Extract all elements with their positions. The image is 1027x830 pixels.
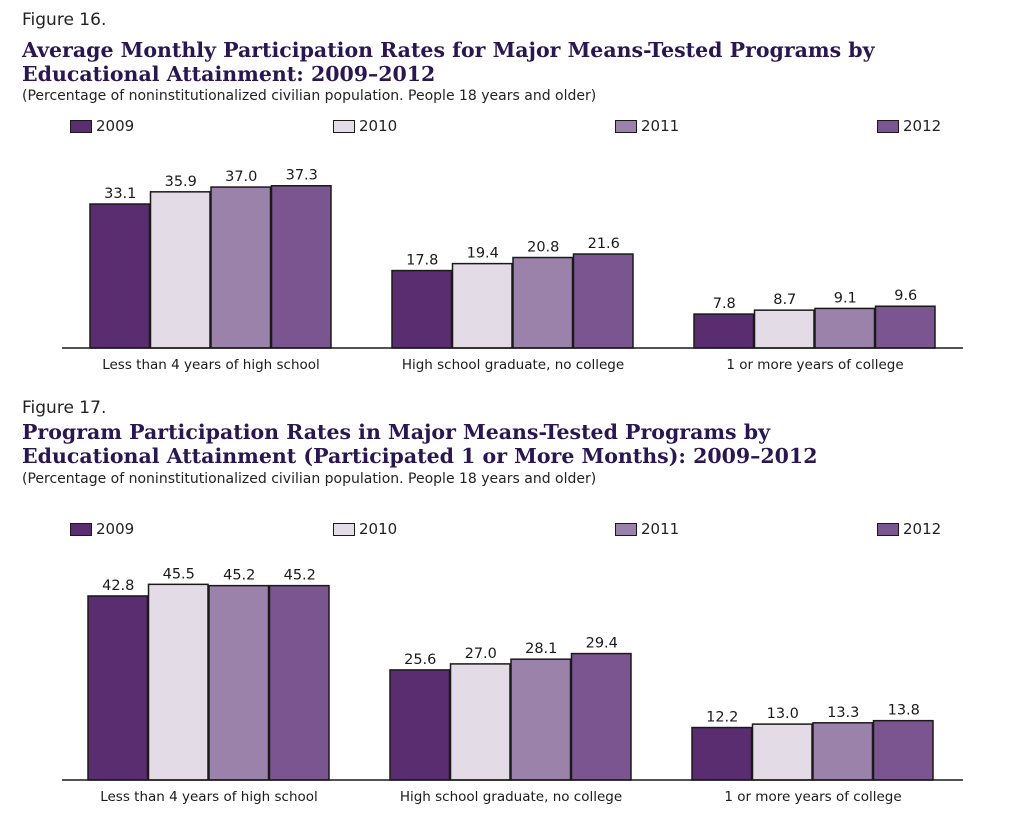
legend-swatch-2012 [877,522,899,536]
data-label: 45.2 [284,568,316,584]
bar-2009-0 [89,203,151,349]
chart-subtitle: (Percentage of noninstitutionalized civi… [22,471,597,487]
bar-2011-0 [210,186,272,349]
legend-swatch-2010 [333,522,355,536]
chart-subtitle: (Percentage of noninstitutionalized civi… [22,88,597,104]
bar-2010-2 [753,309,815,349]
data-label: 45.5 [163,566,195,582]
figure-16: Figure 16. Average Monthly Participation… [0,0,1027,400]
data-label: 12.2 [706,710,738,726]
data-label: 29.4 [586,636,618,652]
data-label: 25.6 [404,652,436,668]
data-label: 21.6 [588,236,620,252]
legend-item-2012: 2012 [877,520,941,538]
bar-2010-1 [449,663,511,781]
category-label: High school graduate, no college [400,789,622,805]
bar-2011-1 [512,256,574,349]
bar-2009-1 [391,269,453,349]
data-label: 37.0 [225,169,257,185]
data-label: 35.9 [165,174,197,190]
data-label: 45.2 [223,568,255,584]
category-label: 1 or more years of college [724,789,901,805]
legend-item-2010: 2010 [333,117,397,135]
legend-swatch-2011 [615,522,637,536]
legend-swatch-2011 [615,119,637,133]
data-label: 33.1 [104,186,136,202]
legend-label: 2011 [641,520,680,538]
legend-item-2009: 2009 [70,117,134,135]
figure-label: Figure 16. [22,10,107,30]
bar-2011-2 [812,722,874,781]
legend-label: 2012 [903,117,942,135]
chart-title: Average Monthly Participation Rates for … [22,38,875,86]
chart-title: Program Participation Rates in Major Mea… [22,420,818,468]
bar-2012-0 [268,584,330,781]
bar-2012-1 [572,253,634,349]
bar-2010-2 [751,723,813,781]
data-label: 7.8 [713,296,736,312]
bar-2009-1 [389,669,451,781]
legend-label: 2010 [359,117,398,135]
legend-swatch-2009 [70,119,92,133]
legend-item-2011: 2011 [615,117,679,135]
legend-item-2009: 2009 [70,520,134,538]
data-label: 37.3 [286,168,318,184]
legend-item-2011: 2011 [615,520,679,538]
bar-chart-figure-17: 42.8 45.5 45.2 45.2 Less than 4 years of hig… [62,566,963,805]
data-label: 19.4 [467,246,499,262]
bar-chart-figure-16: 33.1 35.9 37.0 37.3 Less than 4 years of hig… [62,168,963,373]
data-label: 28.1 [525,641,557,657]
data-label: 13.3 [827,705,859,721]
bar-2012-2 [872,719,934,781]
data-label: 13.0 [767,706,799,722]
bar-2010-0 [149,191,211,349]
legend-item-2012: 2012 [877,117,941,135]
legend-label: 2010 [359,520,398,538]
legend-swatch-2010 [333,119,355,133]
bar-2010-1 [451,262,513,349]
bar-2009-2 [691,726,753,781]
bar-2011-0 [208,584,270,781]
bar-2012-0 [270,184,332,349]
legend-label: 2009 [96,117,135,135]
data-label: 42.8 [102,578,134,594]
bar-2011-2 [814,307,876,349]
category-label: High school graduate, no college [402,357,624,373]
bar-2012-1 [570,652,632,781]
legend-swatch-2009 [70,522,92,536]
figure-label: Figure 17. [22,398,107,418]
legend-label: 2011 [641,117,680,135]
data-label: 27.0 [465,646,497,662]
bar-2009-2 [693,313,755,349]
data-label: 17.8 [406,253,438,269]
category-label: 1 or more years of college [726,357,903,373]
bar-2011-1 [510,658,572,781]
bar-2010-0 [147,583,209,781]
category-label: Less than 4 years of high school [100,789,318,805]
legend-label: 2012 [903,520,942,538]
bar-2012-2 [874,305,936,349]
data-label: 8.7 [773,292,796,308]
legend-item-2010: 2010 [333,520,397,538]
legend-label: 2009 [96,520,135,538]
bar-2009-0 [87,595,149,781]
data-label: 9.6 [894,288,917,304]
category-label: Less than 4 years of high school [102,357,320,373]
data-label: 9.1 [834,290,857,306]
data-label: 13.8 [888,703,920,719]
data-label: 20.8 [527,240,559,256]
legend-swatch-2012 [877,119,899,133]
